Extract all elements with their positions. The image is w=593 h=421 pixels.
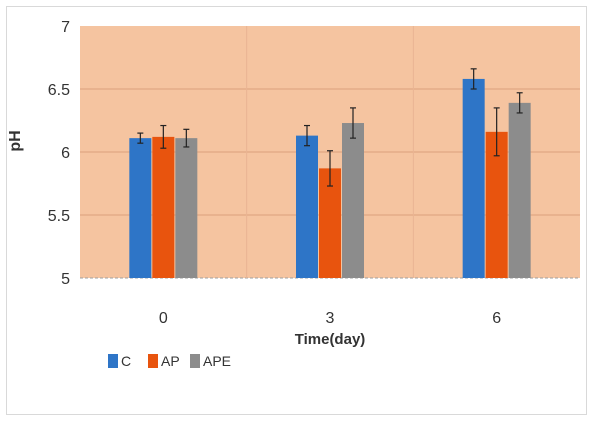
y-tick-label: 7 [61, 19, 70, 36]
x-axis-ticks: 0 3 6 [159, 310, 501, 327]
bar-ap-day-6 [485, 131, 508, 278]
bar-ape-day-3 [342, 123, 364, 279]
bar-c-day-3 [296, 135, 318, 278]
legend: C AP APE [108, 353, 231, 369]
legend-swatch-ape [190, 354, 200, 368]
y-tick-label: 5 [61, 271, 70, 288]
x-tick-label: 0 [159, 310, 168, 327]
x-tick-label: 6 [492, 310, 501, 327]
bar-ap-day-0 [152, 136, 175, 278]
legend-label-c: C [121, 353, 131, 369]
y-axis-ticks: 5 5.5 6 6.5 7 [48, 19, 70, 288]
y-tick-label: 6 [61, 145, 70, 162]
bar-c-day-0 [129, 138, 152, 278]
x-tick-label: 3 [326, 310, 335, 327]
bar-ape-day-0 [175, 138, 198, 278]
x-axis-label: Time(day) [295, 331, 366, 348]
legend-label-ap: AP [161, 353, 180, 369]
y-tick-label: 6.5 [48, 82, 70, 99]
bar-c-day-6 [462, 78, 485, 278]
y-axis-label: pH [7, 130, 24, 151]
bar-ap-day-3 [319, 168, 341, 278]
bars [129, 68, 531, 279]
legend-label-ape: APE [203, 353, 231, 369]
y-tick-label: 5.5 [48, 208, 70, 225]
bar-ape-day-6 [508, 102, 531, 278]
legend-swatch-c [108, 354, 118, 368]
legend-swatch-ap [148, 354, 158, 368]
